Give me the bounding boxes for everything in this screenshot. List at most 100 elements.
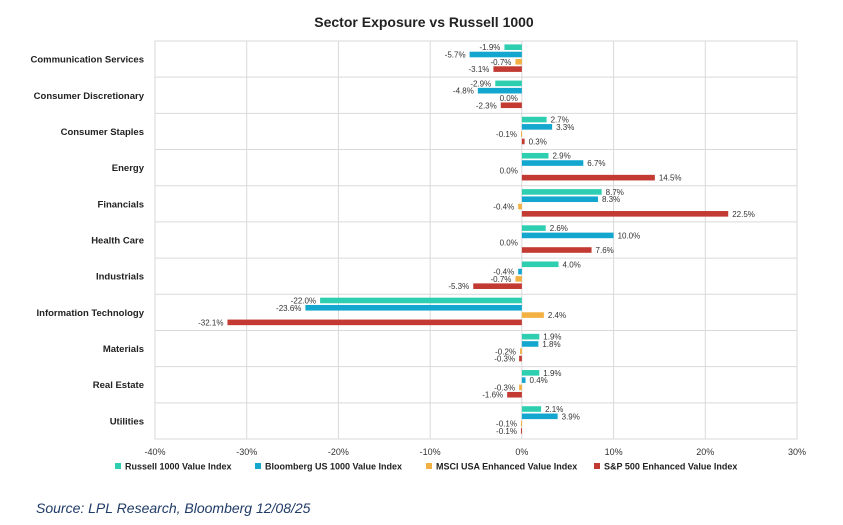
legend-label: Russell 1000 Value Index — [125, 462, 232, 472]
data-label: 1.9% — [543, 333, 561, 342]
category-label: Communication Services — [30, 55, 144, 66]
legend-label: S&P 500 Enhanced Value Index — [604, 462, 737, 472]
bar — [521, 124, 553, 130]
category-label: Materials — [103, 344, 144, 355]
category-label: Information Technology — [37, 308, 145, 319]
legend-swatch — [426, 463, 432, 469]
bar — [493, 66, 522, 72]
data-label: 3.3% — [556, 123, 574, 132]
bar — [521, 225, 546, 231]
data-label: 8.3% — [602, 195, 620, 204]
data-label: -0.1% — [496, 130, 517, 139]
bar — [504, 44, 522, 50]
bar — [521, 211, 729, 217]
data-label: 0.0% — [500, 94, 518, 103]
bar — [520, 348, 522, 355]
bar — [521, 413, 558, 420]
data-label: -23.6% — [276, 304, 301, 313]
bar — [521, 138, 525, 145]
bar — [521, 232, 614, 239]
bar — [521, 370, 540, 376]
bar — [521, 261, 559, 268]
bar — [520, 131, 522, 137]
x-tick-label: -30% — [236, 447, 257, 457]
data-label: -0.7% — [491, 275, 512, 284]
data-label: 14.5% — [659, 174, 682, 183]
bar — [515, 276, 522, 282]
data-label: 8.7% — [606, 188, 624, 197]
bar — [521, 312, 544, 318]
data-label: 2.6% — [550, 224, 568, 233]
plot-area: -40% -30% -20% -10% 0% 10% 20% 30% Communication… — [30, 40, 806, 457]
bar — [469, 51, 522, 58]
data-label: -32.1% — [198, 318, 223, 327]
data-label: 22.5% — [732, 210, 755, 219]
bar — [521, 196, 598, 203]
data-label: 6.7% — [587, 159, 605, 168]
data-label: -0.4% — [493, 268, 514, 277]
category-label: Health Care — [91, 236, 144, 247]
x-tick-label: 10% — [605, 447, 623, 457]
data-label: 2.9% — [552, 152, 570, 161]
data-label: 0.0% — [500, 239, 518, 248]
data-label: 0.3% — [529, 137, 547, 146]
category-label: Consumer Staples — [61, 127, 144, 138]
data-label: 1.8% — [542, 340, 560, 349]
data-label: -0.1% — [496, 420, 517, 429]
category-label: Financials — [98, 199, 144, 210]
data-label: 1.9% — [543, 369, 561, 378]
bar — [519, 384, 522, 391]
bar — [518, 203, 522, 210]
bar — [500, 102, 522, 109]
data-label: 0.0% — [500, 166, 518, 175]
legend: Russell 1000 Value Index Bloomberg US 100… — [115, 462, 737, 472]
data-label: -0.1% — [496, 427, 517, 436]
data-label: -1.9% — [480, 43, 501, 52]
bar — [515, 59, 522, 65]
data-label: 2.1% — [545, 405, 563, 414]
bar — [227, 319, 522, 326]
data-label: -5.7% — [445, 51, 466, 60]
data-label: -1.6% — [482, 391, 503, 400]
x-tick-label: 0% — [515, 447, 528, 457]
x-tick-label: 30% — [788, 447, 806, 457]
data-label: 2.7% — [551, 116, 569, 125]
category-label: Consumer Discretionary — [34, 91, 145, 102]
data-label: -5.3% — [448, 282, 469, 291]
data-label: -2.9% — [470, 79, 491, 88]
legend-label: Bloomberg US 1000 Value Index — [265, 462, 402, 472]
data-label: 0.4% — [530, 376, 548, 385]
legend-swatch — [115, 463, 121, 469]
source-note: Source: LPL Research, Bloomberg 12/08/25 — [36, 500, 311, 516]
bar — [305, 304, 522, 311]
x-tick-label: -10% — [420, 447, 441, 457]
x-tick-label: -20% — [328, 447, 349, 457]
category-label: Industrials — [96, 272, 144, 283]
chart-title: Sector Exposure vs Russell 1000 — [314, 14, 534, 30]
bar — [473, 283, 522, 289]
bar — [521, 152, 549, 159]
data-label: 2.4% — [548, 311, 566, 320]
legend-swatch — [594, 463, 600, 469]
legend-label: MSCI USA Enhanced Value Index — [436, 462, 577, 472]
bar — [320, 297, 522, 304]
data-label: 4.0% — [563, 260, 581, 269]
bar — [519, 355, 522, 362]
bar — [521, 160, 584, 166]
category-label: Energy — [112, 163, 145, 174]
bar — [521, 406, 542, 412]
data-label: 10.0% — [618, 231, 641, 240]
data-label: 3.9% — [562, 412, 580, 421]
category-label: Real Estate — [93, 380, 144, 391]
bar — [521, 116, 547, 123]
data-label: -0.3% — [494, 383, 515, 392]
bar — [521, 377, 526, 383]
bar — [507, 391, 522, 398]
bar — [521, 189, 602, 195]
bar — [521, 341, 539, 347]
bar — [521, 174, 655, 181]
data-label: -22.0% — [291, 296, 316, 305]
data-label: -3.1% — [469, 65, 490, 74]
category-label: Utilities — [110, 416, 144, 427]
bar — [477, 87, 522, 94]
